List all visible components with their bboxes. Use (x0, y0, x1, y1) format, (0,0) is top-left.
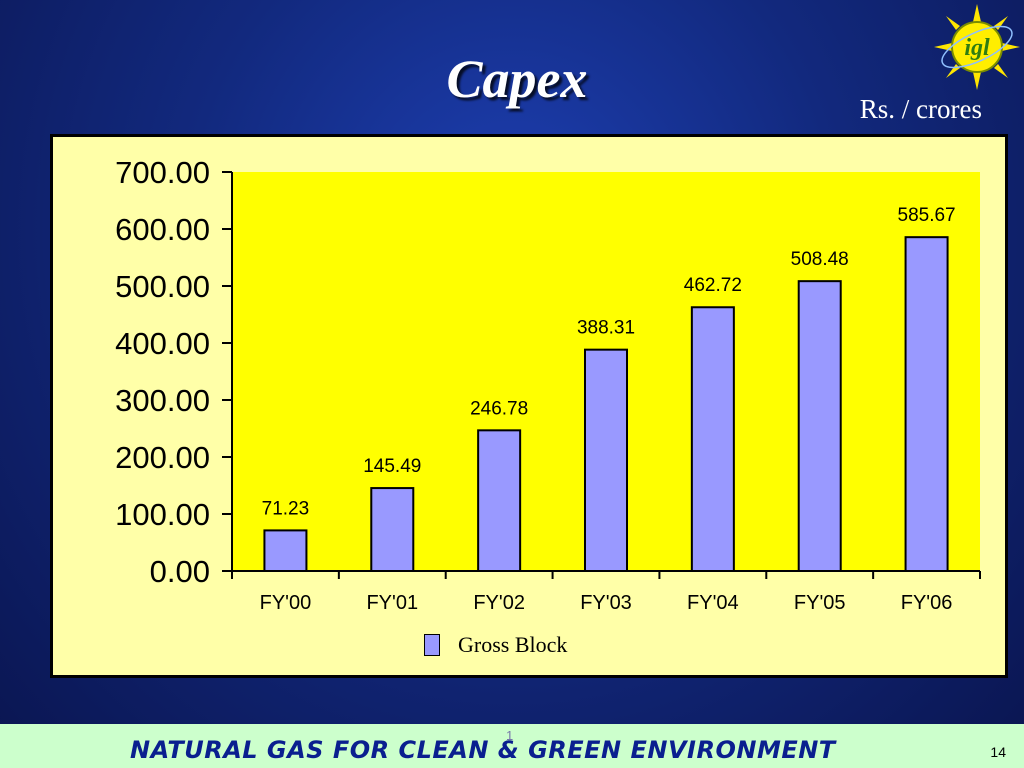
x-tick-label: FY'02 (473, 592, 525, 614)
y-tick-label: 300.00 (115, 383, 210, 418)
bar (690, 306, 735, 572)
logo-text: igl (964, 35, 990, 61)
slide-title: Capex (446, 49, 588, 109)
bar-value-label: 71.23 (262, 498, 310, 519)
bar-value-label: 145.49 (363, 456, 421, 477)
footer-marker: 1 (506, 728, 514, 743)
bar (370, 487, 415, 573)
x-tick-label: FY'06 (901, 592, 953, 614)
bar-value-label: 508.48 (791, 249, 849, 270)
page-number: 14 (990, 744, 1006, 760)
bar (797, 280, 842, 572)
bar (584, 348, 628, 572)
y-tick-label: 600.00 (115, 212, 210, 247)
capex-bar-chart: 0.00 100.00 200.00 300.00 400.00 500.00 600.00… (115, 155, 981, 614)
y-tick-label: 500.00 (115, 269, 210, 304)
legend-swatch (424, 634, 440, 656)
bar-value-label: 462.72 (684, 275, 742, 296)
y-tick-label: 0.00 (150, 554, 210, 589)
chart-panel: 0.00 100.00 200.00 300.00 400.00 500.00 600.00… (50, 134, 1008, 678)
igl-logo: igl (934, 4, 1020, 90)
legend-label: Gross Block (458, 632, 568, 657)
x-tick-label: FY'00 (260, 592, 312, 614)
footer-band (0, 724, 1024, 768)
footer-slogan: NATURAL GAS FOR CLEAN & GREEN ENVIRONMEN… (130, 736, 836, 764)
y-tick-label: 400.00 (115, 326, 210, 361)
bar (263, 529, 308, 572)
x-tick-label: FY'03 (580, 592, 632, 614)
bar (904, 236, 949, 573)
y-tick-label: 700.00 (115, 155, 210, 190)
bar-value-label: 388.31 (577, 318, 635, 339)
x-tick-label: FY'04 (687, 592, 739, 614)
x-tick-label: FY'01 (366, 592, 418, 614)
x-tick-label: FY'05 (794, 592, 846, 614)
chart-legend: Gross Block (424, 632, 567, 658)
y-tick-label: 100.00 (115, 497, 210, 532)
bar (477, 429, 522, 572)
bar-value-label: 585.67 (898, 205, 956, 226)
y-tick-label: 200.00 (115, 440, 210, 475)
bar-value-label: 246.78 (470, 398, 528, 419)
units-label: Rs. / crores (859, 94, 982, 124)
